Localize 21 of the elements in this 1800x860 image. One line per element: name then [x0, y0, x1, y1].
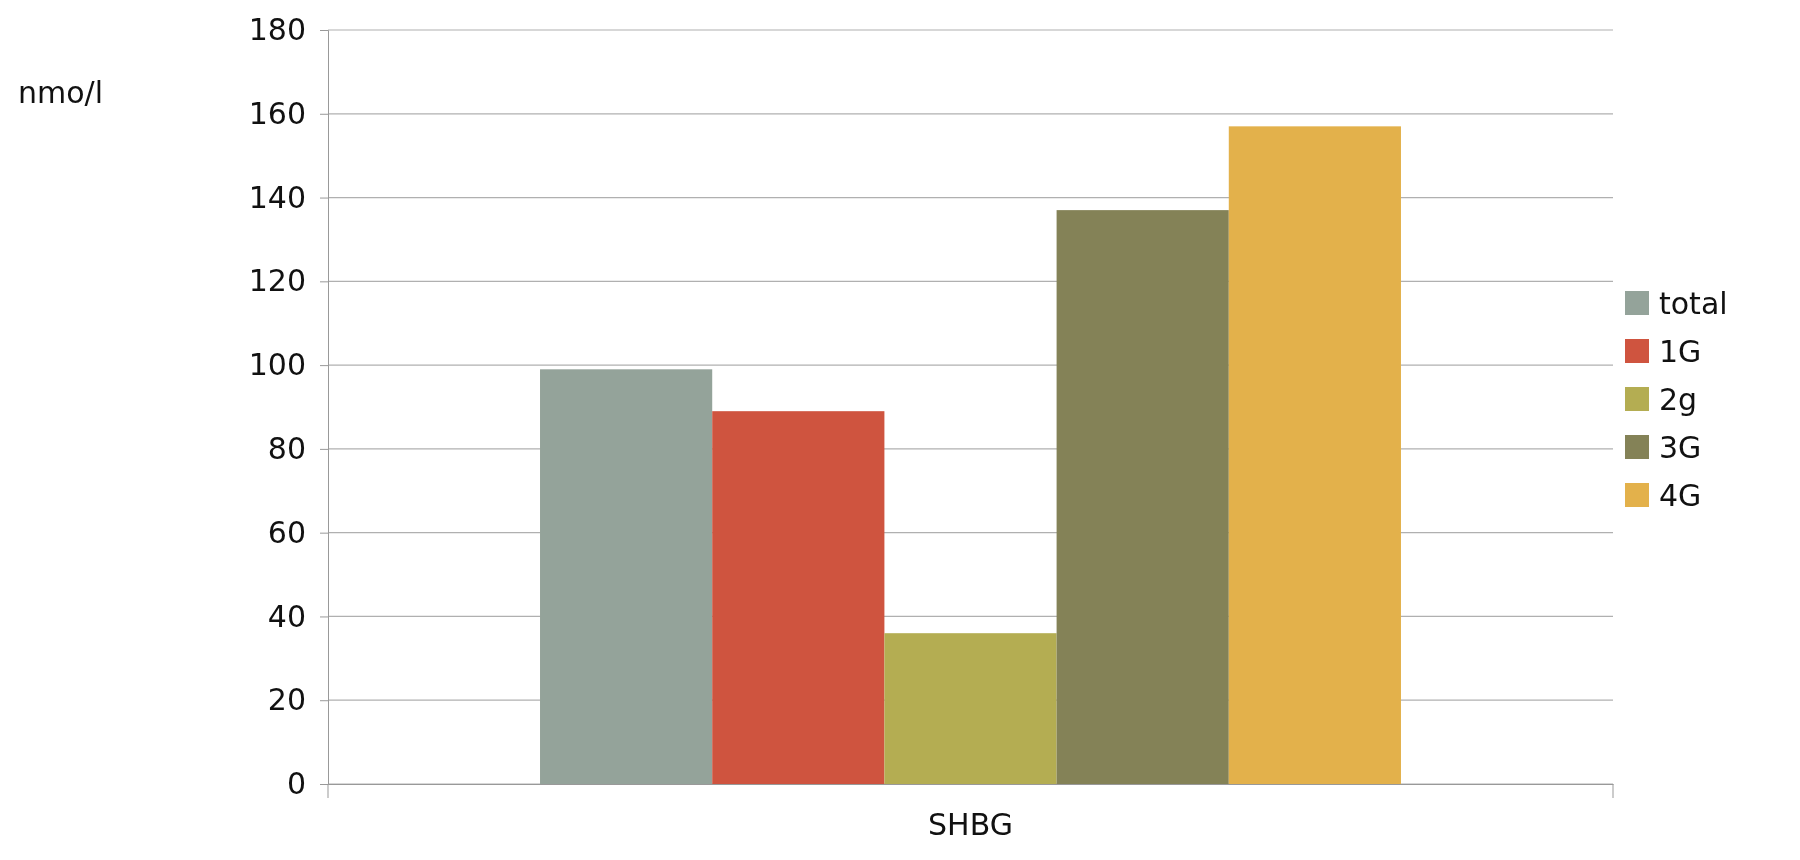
- legend-label: 3G: [1659, 429, 1702, 465]
- bar: [1228, 126, 1401, 784]
- y-tick-label: 0: [286, 766, 306, 802]
- bar: [1056, 210, 1229, 784]
- y-tick-label: 100: [248, 347, 306, 383]
- bar: [712, 411, 885, 784]
- y-tick-label: 180: [248, 12, 306, 48]
- legend-label: 2g: [1659, 381, 1698, 417]
- legend-label: 1G: [1659, 333, 1702, 369]
- y-tick-label: 140: [248, 179, 306, 215]
- y-tick-label: 60: [267, 514, 306, 550]
- legend-label: 4G: [1659, 477, 1702, 513]
- y-tick-label: 80: [267, 430, 306, 466]
- legend-label: total: [1659, 285, 1728, 321]
- y-tick-label: 120: [248, 263, 306, 299]
- y-tick-label: 40: [267, 598, 306, 634]
- x-tick-label: SHBG: [928, 807, 1013, 843]
- y-tick-label: 160: [248, 95, 306, 131]
- y-axis-title: nmo/l: [18, 75, 104, 110]
- y-tick-label: 20: [267, 682, 306, 718]
- bar: [884, 633, 1057, 784]
